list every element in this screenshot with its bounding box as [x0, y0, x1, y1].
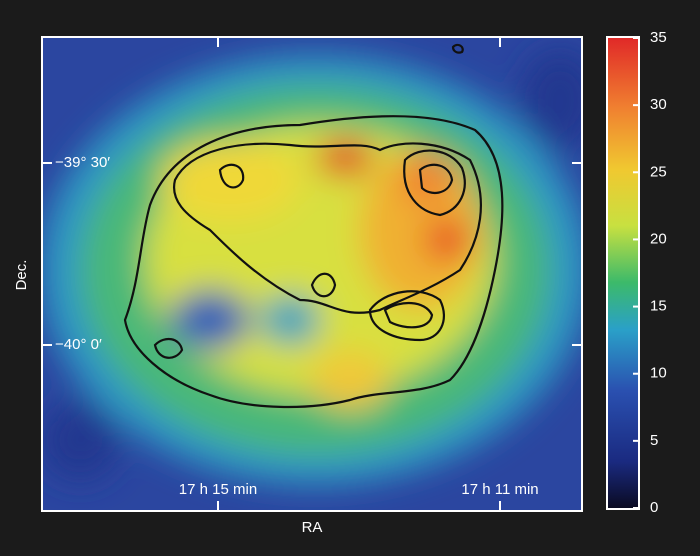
colorbar-tick-label: 5 — [650, 432, 658, 449]
colorbar-tick-label: 30 — [650, 96, 667, 113]
contour — [368, 290, 445, 342]
colorbar-tick-label: 35 — [650, 29, 667, 46]
colorbar — [606, 36, 640, 510]
contour — [451, 43, 464, 54]
colorbar-tick-label: 0 — [650, 499, 658, 516]
y-axis-label: Dec. — [13, 260, 30, 291]
colorbar-tick-label: 15 — [650, 298, 667, 315]
contour — [310, 272, 337, 298]
colorbar-tick-label: 20 — [650, 230, 667, 247]
sky-map — [42, 37, 582, 511]
colorbar-tick-label: 25 — [650, 163, 667, 180]
contour — [123, 115, 504, 409]
contour — [383, 302, 434, 329]
y-tick-label: −40° 0′ — [55, 336, 102, 353]
x-tick-label: 17 h 15 min — [179, 481, 257, 498]
contour — [418, 163, 454, 195]
x-axis-label: RA — [302, 519, 323, 536]
contour — [218, 163, 245, 189]
plot-frame — [41, 36, 583, 512]
contour — [172, 142, 482, 314]
colorbar-tick-label: 10 — [650, 365, 667, 382]
contour — [403, 149, 466, 217]
y-tick-label: −39° 30′ — [55, 154, 110, 171]
contour — [153, 337, 184, 359]
x-tick-label: 17 h 11 min — [461, 481, 538, 498]
